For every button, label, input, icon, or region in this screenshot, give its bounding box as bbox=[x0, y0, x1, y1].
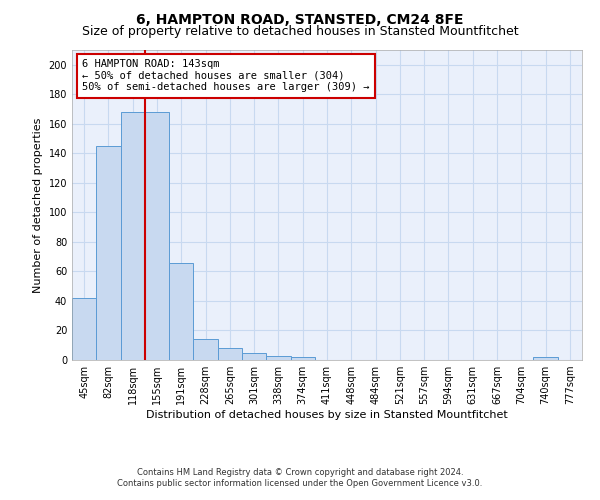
Text: Size of property relative to detached houses in Stansted Mountfitchet: Size of property relative to detached ho… bbox=[82, 25, 518, 38]
Bar bbox=[169, 262, 193, 360]
Bar bbox=[121, 112, 145, 360]
Bar bbox=[242, 352, 266, 360]
Bar bbox=[145, 112, 169, 360]
Text: Contains HM Land Registry data © Crown copyright and database right 2024.
Contai: Contains HM Land Registry data © Crown c… bbox=[118, 468, 482, 487]
Text: 6, HAMPTON ROAD, STANSTED, CM24 8FE: 6, HAMPTON ROAD, STANSTED, CM24 8FE bbox=[136, 12, 464, 26]
Y-axis label: Number of detached properties: Number of detached properties bbox=[33, 118, 43, 292]
Bar bbox=[533, 357, 558, 360]
Bar bbox=[193, 340, 218, 360]
Bar bbox=[266, 356, 290, 360]
Bar bbox=[218, 348, 242, 360]
Bar bbox=[72, 298, 96, 360]
Bar bbox=[96, 146, 121, 360]
Bar bbox=[290, 357, 315, 360]
Text: 6 HAMPTON ROAD: 143sqm
← 50% of detached houses are smaller (304)
50% of semi-de: 6 HAMPTON ROAD: 143sqm ← 50% of detached… bbox=[82, 60, 370, 92]
X-axis label: Distribution of detached houses by size in Stansted Mountfitchet: Distribution of detached houses by size … bbox=[146, 410, 508, 420]
